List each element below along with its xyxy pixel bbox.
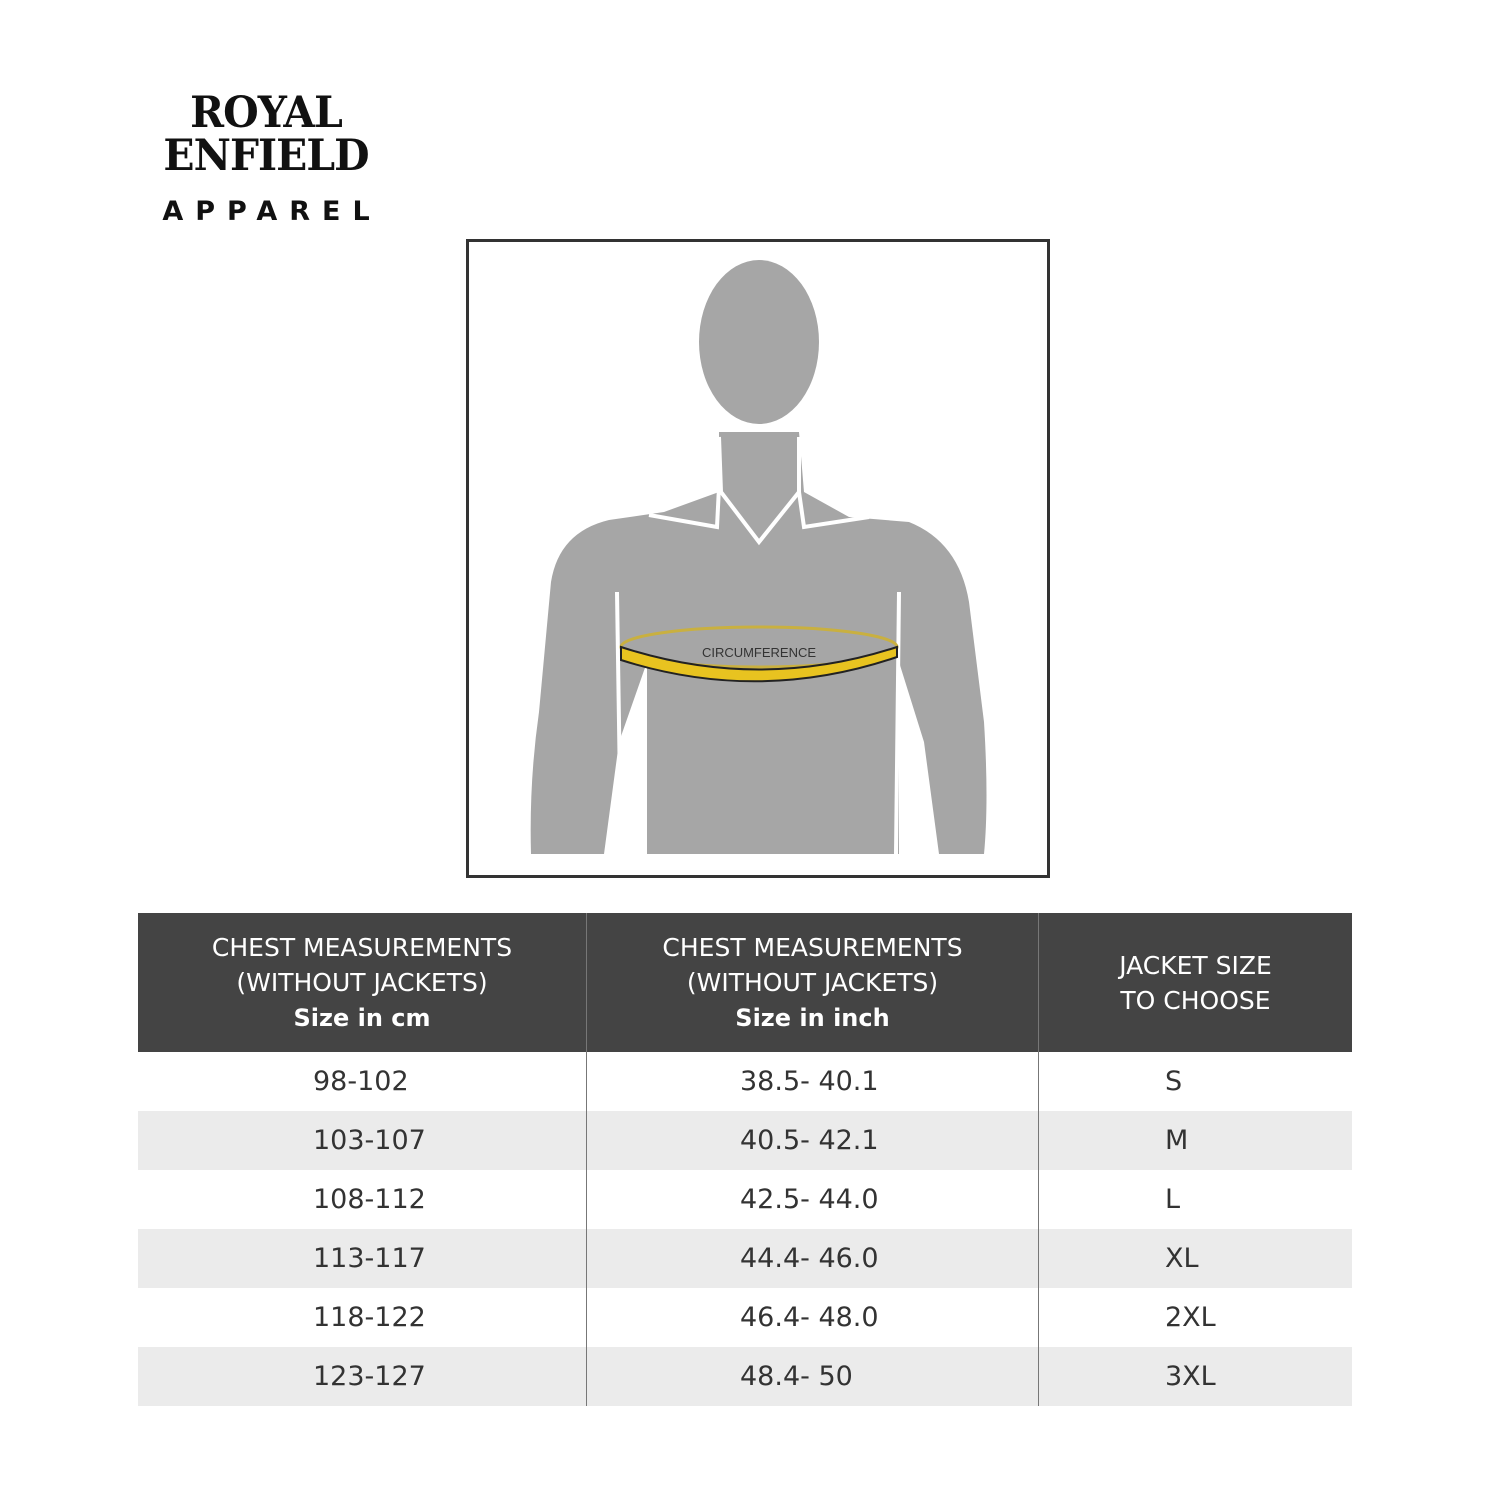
- header-cm: CHEST MEASUREMENTS (WITHOUT JACKETS) Size …: [138, 913, 587, 1052]
- table-row: 108-112 42.5- 44.0 L: [138, 1170, 1352, 1229]
- head-shape: [699, 260, 819, 424]
- cell-size: XL: [1038, 1229, 1352, 1288]
- cell-cm: 113-117: [138, 1229, 587, 1288]
- size-table: CHEST MEASUREMENTS (WITHOUT JACKETS) Size …: [138, 913, 1352, 1406]
- table-row: 123-127 48.4- 50 3XL: [138, 1347, 1352, 1406]
- torso-silhouette: CIRCUMFERENCE: [530, 260, 987, 855]
- cell-size: L: [1038, 1170, 1352, 1229]
- cell-cm: 118-122: [313, 1302, 426, 1333]
- cell-size: 2XL: [1038, 1288, 1352, 1347]
- cell-inch: 42.5- 44.0: [586, 1170, 1039, 1229]
- measurement-figure: CIRCUMFERENCE: [466, 239, 1050, 878]
- cell-inch: 48.4- 50: [586, 1347, 1039, 1406]
- table-row: 103-107 40.5- 42.1 M: [138, 1111, 1352, 1170]
- brand-logo: ROYAL ENFIELD APPAREL: [96, 88, 436, 228]
- cell-size: M: [1038, 1111, 1352, 1170]
- cell-cm: 103-107: [138, 1111, 587, 1170]
- body-shape: [530, 432, 987, 854]
- logo-brand: ROYAL ENFIELD: [163, 88, 369, 181]
- cell-cm: 98-102: [313, 1066, 409, 1097]
- table-row: 113-117 44.4- 46.0 XL: [138, 1229, 1352, 1288]
- table-row: 118-122 46.4- 48.0 2XL: [138, 1288, 1352, 1347]
- cell-size: 3XL: [1038, 1347, 1352, 1406]
- header-inch: CHEST MEASUREMENTS (WITHOUT JACKETS) Size …: [586, 913, 1039, 1052]
- header-jacket-size: JACKET SIZE TO CHOOSE: [1038, 913, 1352, 1052]
- circumference-label: CIRCUMFERENCE: [702, 645, 816, 660]
- cell-inch: 40.5- 42.1: [586, 1111, 1039, 1170]
- cell-cm: 123-127: [138, 1347, 587, 1406]
- cell-inch: 38.5- 40.1: [586, 1052, 1039, 1111]
- cell-inch: 46.4- 48.0: [586, 1288, 1039, 1347]
- logo-sub: APPAREL: [162, 196, 382, 227]
- cell-cm: 108-112: [313, 1184, 426, 1215]
- measuring-tape-icon: [620, 645, 898, 683]
- table-header: CHEST MEASUREMENTS (WITHOUT JACKETS) Size …: [138, 913, 1352, 1052]
- table-row: 98-102 38.5- 40.1 S: [138, 1052, 1352, 1111]
- cell-inch: 44.4- 46.0: [586, 1229, 1039, 1288]
- cell-size: S: [1038, 1052, 1352, 1111]
